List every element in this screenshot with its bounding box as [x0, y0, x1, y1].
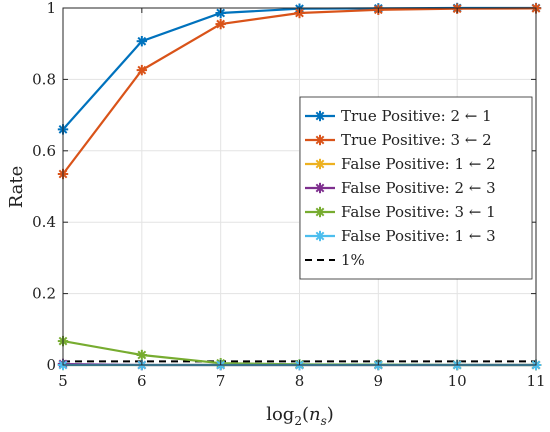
legend-label-3: False Positive: 1 ← 2 — [341, 155, 496, 173]
x-tick-label: 8 — [295, 372, 305, 390]
legend-marker-5 — [314, 206, 326, 218]
series-2-point — [215, 18, 226, 30]
series-1-point — [136, 36, 148, 47]
legend: True Positive: 2 ← 1 True Positive: 3 ← 2… — [299, 96, 533, 280]
x-tick-label: 6 — [137, 372, 147, 390]
x-axis-label-func: log — [266, 404, 294, 425]
legend-label-4: False Positive: 2 ← 3 — [341, 179, 496, 197]
x-tick-label: 9 — [374, 372, 384, 390]
legend-label-2: True Positive: 3 ← 2 — [341, 131, 492, 149]
legend-marker-6 — [314, 230, 326, 242]
x-axis-label: log2(ns) — [266, 404, 334, 428]
legend-label-5: False Positive: 3 ← 1 — [341, 203, 496, 221]
y-tick-label: 0 — [46, 356, 56, 374]
y-tick-label: 0.8 — [32, 70, 56, 88]
y-tick-label: 0.2 — [32, 285, 56, 303]
y-tick-label: 1 — [46, 0, 56, 17]
x-tick-label: 10 — [448, 372, 467, 390]
axis-ticks: 5 6 7 8 9 10 11 0 0.2 0.4 0.6 0.8 1 — [32, 0, 545, 390]
legend-marker-1 — [314, 110, 326, 122]
y-axis-label: Rate — [6, 166, 27, 209]
x-tick-label: 7 — [216, 372, 226, 390]
x-axis-label-arg: n — [309, 404, 321, 425]
x-axis-label-open: ( — [302, 404, 309, 425]
legend-marker-2 — [314, 134, 326, 146]
legend-label-6: False Positive: 1 ← 3 — [341, 227, 496, 245]
legend-label-reference: 1% — [341, 251, 365, 269]
x-axis-label-sub: s — [321, 414, 327, 428]
x-axis-label-close: ) — [327, 404, 334, 425]
legend-box — [299, 96, 533, 280]
series-5-point — [136, 349, 148, 361]
y-tick-label: 0.4 — [32, 213, 56, 231]
legend-label-1: True Positive: 2 ← 1 — [341, 107, 492, 125]
x-axis-label-base: 2 — [294, 414, 302, 428]
legend-marker-4 — [314, 182, 326, 194]
y-tick-label: 0.6 — [32, 142, 56, 160]
series-2-point — [136, 64, 148, 76]
x-tick-label: 11 — [526, 372, 545, 390]
legend-marker-3 — [314, 158, 326, 170]
x-tick-label: 5 — [58, 372, 68, 390]
